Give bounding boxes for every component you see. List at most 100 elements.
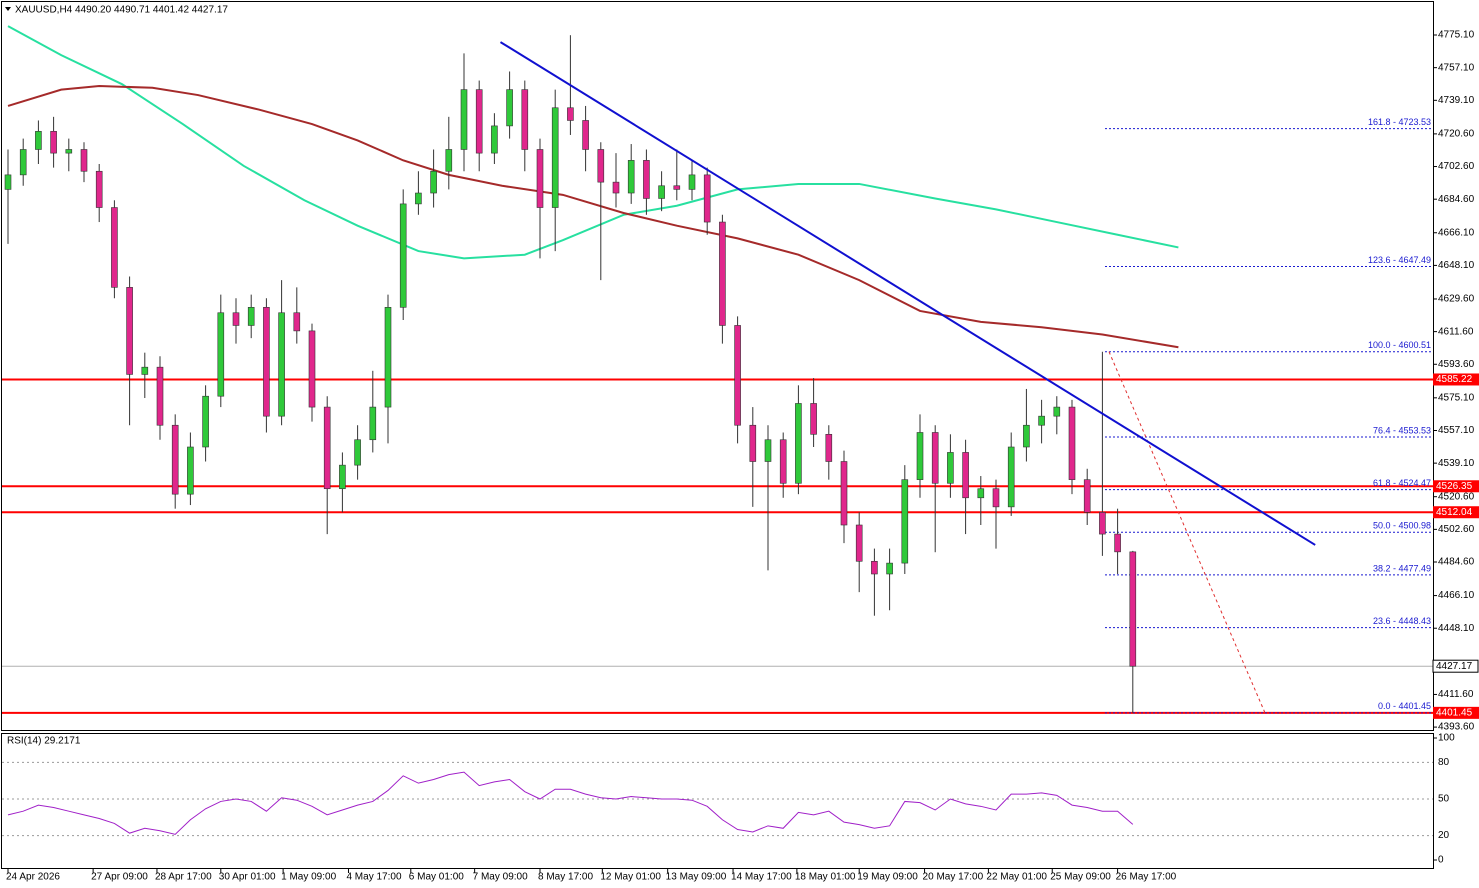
- candle-body: [308, 330, 316, 408]
- y-tick-label: 4757.10: [1438, 62, 1475, 73]
- x-tick-label: 18 May 01:00: [795, 872, 856, 883]
- candle-body: [80, 149, 88, 172]
- candle-body: [536, 149, 544, 208]
- price-box: [1433, 373, 1479, 386]
- y-tick-label: 4448.10: [1438, 623, 1475, 634]
- candle-body: [202, 395, 209, 448]
- rsi-tick-label: 0: [1438, 855, 1444, 866]
- candle-body: [703, 174, 711, 223]
- candle-body: [430, 170, 437, 194]
- candle-body: [339, 464, 346, 490]
- y-tick-label: 4484.60: [1438, 557, 1475, 568]
- x-tick-label: 20 May 17:00: [923, 872, 984, 883]
- y-tick-label: 4593.60: [1438, 359, 1475, 370]
- x-tick-label: 1 May 09:00: [281, 872, 336, 883]
- y-tick-label: 4720.60: [1438, 129, 1475, 140]
- rsi-tick-label: 100: [1438, 733, 1455, 744]
- x-tick-label: 6 May 01:00: [409, 872, 464, 883]
- last-price-label: 4427.17: [1436, 661, 1473, 672]
- y-tick-label: 4539.10: [1438, 458, 1475, 469]
- candle-body: [247, 307, 255, 326]
- candle-body: [1129, 551, 1137, 667]
- price-box-label: 4512.04: [1436, 507, 1473, 518]
- y-tick-label: 4629.60: [1438, 294, 1475, 305]
- fib-label: 38.2 - 4477.49: [1373, 563, 1431, 573]
- candle-body: [901, 479, 909, 564]
- candle-body: [688, 174, 696, 190]
- fib-label: 50.0 - 4500.98: [1373, 521, 1431, 531]
- x-tick-label: 30 Apr 01:00: [219, 872, 276, 883]
- candle-body: [643, 160, 650, 199]
- candle-body: [962, 452, 969, 499]
- candle-body: [992, 488, 1000, 508]
- candle-body: [931, 432, 939, 484]
- candle-body: [764, 439, 772, 462]
- menu-arrow: [5, 7, 11, 11]
- candle-body: [278, 312, 285, 417]
- candle-body: [825, 433, 833, 462]
- fib-label: 61.8 - 4524.47: [1373, 478, 1431, 488]
- candle-body: [627, 160, 635, 194]
- candle-body: [19, 149, 27, 176]
- fib-label: 0.0 - 4401.45: [1378, 701, 1431, 711]
- x-tick-label: 19 May 09:00: [857, 872, 918, 883]
- candle-body: [415, 192, 422, 205]
- y-tick-label: 4502.60: [1438, 524, 1475, 535]
- fib-label: 23.6 - 4448.43: [1373, 616, 1431, 626]
- candle-body: [567, 107, 574, 121]
- candle-body: [1007, 446, 1015, 508]
- candle-body: [445, 149, 453, 172]
- candle-body: [384, 307, 392, 408]
- last-price-box: [1432, 659, 1479, 673]
- candle-body: [840, 461, 848, 526]
- y-tick-label: 4466.10: [1438, 590, 1475, 601]
- price-box: [1433, 706, 1479, 719]
- y-tick-label: 4666.10: [1438, 227, 1475, 238]
- candle-body: [141, 366, 149, 375]
- candle-body: [354, 439, 361, 466]
- y-tick-label: 4520.60: [1438, 491, 1475, 502]
- candle-body: [475, 89, 483, 154]
- fib-label: 100.0 - 4600.51: [1368, 340, 1431, 350]
- candle-body: [916, 432, 924, 480]
- y-tick-label: 4611.60: [1438, 326, 1474, 337]
- candle-body: [719, 221, 726, 326]
- candle-body: [1023, 424, 1030, 448]
- fib-label: 161.8 - 4723.53: [1368, 117, 1431, 127]
- y-tick-label: 4739.10: [1438, 95, 1475, 106]
- candle-body: [886, 562, 893, 575]
- candle-body: [551, 107, 559, 208]
- trendline: [499, 41, 1316, 546]
- candle-body: [597, 149, 605, 183]
- price-box: [1433, 480, 1479, 493]
- x-tick-label: 27 Apr 09:00: [91, 872, 148, 883]
- candle-body: [65, 149, 73, 154]
- candle-body: [1053, 406, 1061, 417]
- rsi-tick-label: 50: [1438, 794, 1450, 805]
- candle-body: [111, 207, 118, 288]
- y-tick-label: 4684.60: [1438, 194, 1475, 205]
- candle-body: [217, 312, 225, 397]
- candle-body: [582, 120, 589, 150]
- candle-body: [506, 89, 513, 127]
- x-tick-label: 24 Apr 2026: [6, 872, 60, 883]
- x-tick-label: 7 May 09:00: [473, 872, 528, 883]
- candle-body: [1068, 406, 1076, 480]
- candle-body: [156, 366, 164, 426]
- y-tick-label: 4775.10: [1438, 30, 1475, 41]
- candle-body: [4, 174, 12, 190]
- x-tick-label: 14 May 17:00: [731, 872, 792, 883]
- x-tick-label: 8 May 17:00: [538, 872, 593, 883]
- fib-label: 76.4 - 4553.53: [1373, 425, 1431, 435]
- candle-body: [399, 203, 407, 308]
- price-box-label: 4526.35: [1436, 481, 1473, 492]
- candle-body: [171, 424, 179, 495]
- price-box: [1433, 506, 1479, 519]
- candle-body: [35, 131, 42, 150]
- fib-label: 123.6 - 4647.49: [1368, 255, 1431, 265]
- moving-average: [7, 25, 1179, 260]
- y-tick-label: 4702.60: [1438, 161, 1475, 172]
- candle-body: [749, 424, 757, 462]
- candle-body: [521, 89, 529, 150]
